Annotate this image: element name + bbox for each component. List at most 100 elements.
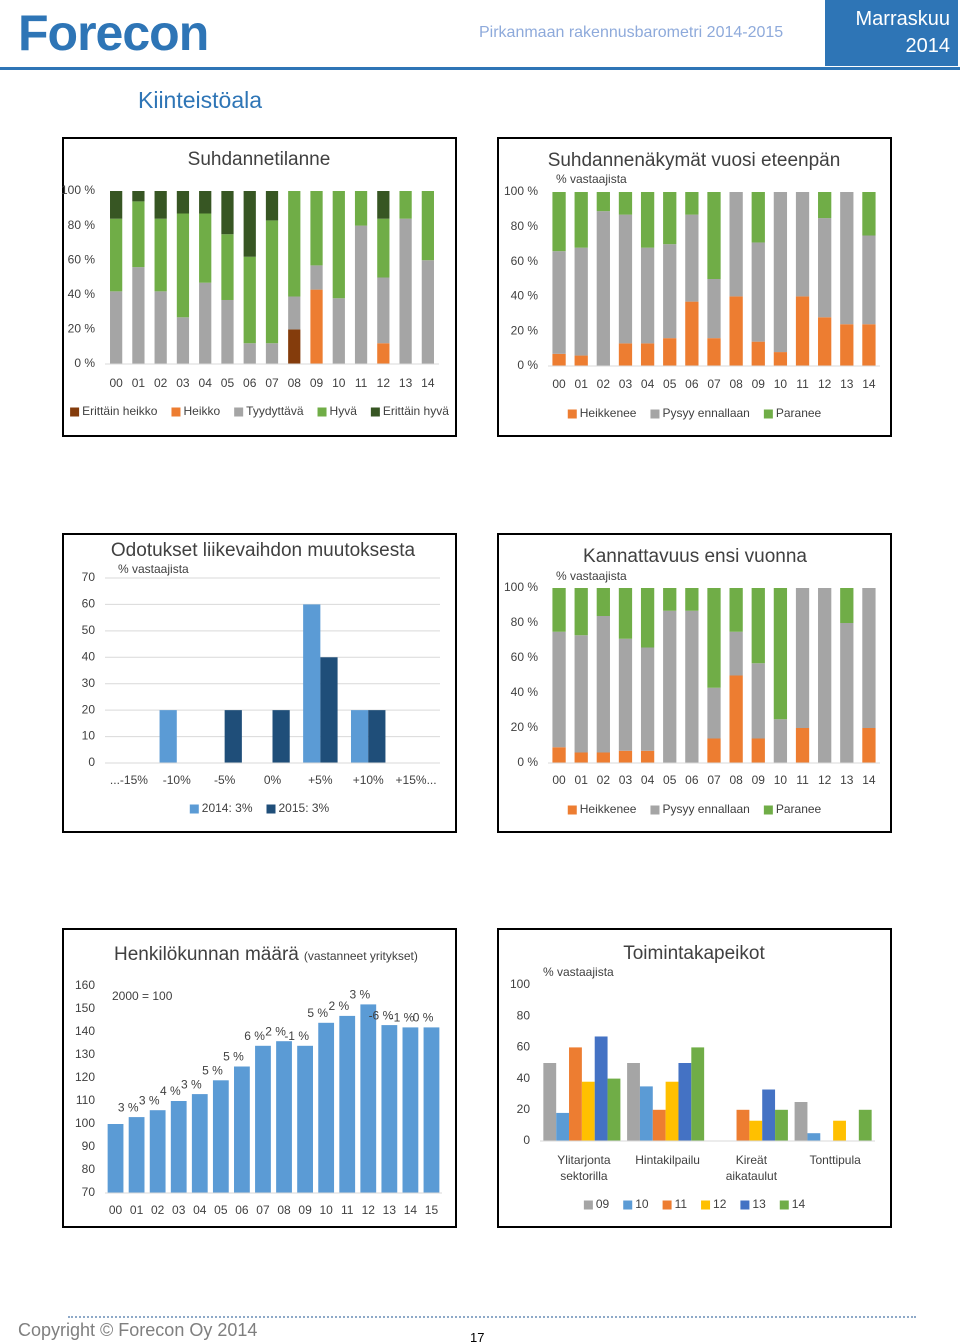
bar-segment: [132, 191, 145, 202]
x-tick-label: 11: [796, 773, 809, 787]
bar-segment: [176, 213, 190, 318]
bar-segment: [596, 192, 610, 212]
bar: [652, 1109, 666, 1141]
bar: [594, 1036, 608, 1141]
change-label: 5 %: [202, 1063, 223, 1077]
bar: [543, 1063, 557, 1141]
bar-segment: [707, 338, 721, 366]
x-tick-label: 07: [707, 377, 721, 391]
bar-segment: [729, 675, 743, 763]
chart-panel: Henkilökunnan määrä (vastanneet yritykset…: [62, 928, 457, 1228]
x-tick-label: 13: [840, 377, 854, 391]
bar-segment: [221, 191, 234, 235]
bar-segment: [154, 191, 167, 219]
bar-segment: [640, 247, 655, 344]
bar-segment: [310, 265, 323, 290]
legend-label: 14: [792, 1197, 806, 1211]
bar: [736, 1109, 750, 1141]
x-tick-label: 0%: [264, 773, 282, 787]
bar: [303, 604, 321, 763]
chart-panel: Toimintakapeikot % vastaajista 0 20 40 60 80 10…: [497, 928, 892, 1228]
x-tick-label: 00: [552, 377, 566, 391]
bar: [665, 1081, 679, 1141]
legend-swatch: [763, 805, 773, 815]
legend-swatch: [650, 805, 660, 815]
bar-segment: [377, 277, 390, 344]
bar-segment: [310, 191, 323, 266]
x-tick-label: 07: [707, 773, 721, 787]
copyright: Copyright © Forecon Oy 2014: [18, 1320, 258, 1340]
change-label: 3 %: [139, 1093, 160, 1107]
x-tick-label: Hintakilpailu: [635, 1153, 700, 1167]
chart-title: Toimintakapeikot: [623, 943, 765, 964]
chart: Henkilökunnan määrä (vastanneet yritykset…: [75, 944, 442, 1217]
bar-segment: [862, 588, 876, 728]
x-tick-label: 02: [151, 1203, 165, 1217]
y-tick-label: 80 %: [511, 219, 539, 233]
bar: [191, 1094, 208, 1193]
bar-segment: [729, 588, 743, 632]
bar-segment: [751, 242, 765, 342]
y-tick-label: 20 %: [511, 720, 539, 734]
y-tick-label: 120: [75, 1070, 95, 1084]
bar: [224, 710, 242, 763]
bar-segment: [840, 192, 854, 325]
legend-swatch: [70, 407, 80, 417]
y-tick-label: 100 %: [61, 183, 95, 197]
chart-subtitle: % vastaajista: [556, 172, 627, 186]
bar-segment: [354, 191, 368, 226]
bar-segment: [199, 191, 212, 214]
legend-label: Heikko: [183, 404, 220, 418]
y-tick-label: 40: [82, 649, 96, 663]
bar-segment: [132, 267, 145, 364]
bar-segment: [729, 296, 743, 366]
legend-swatch: [650, 409, 660, 419]
bar: [255, 1045, 271, 1193]
chart-title: Odotukset liikevaihdon muutoksesta: [111, 540, 416, 561]
y-tick-label: 80: [82, 1162, 96, 1176]
bar-segment: [176, 317, 190, 364]
y-tick-label: 160: [75, 978, 95, 992]
chart-title: Suhdannetilanne: [188, 149, 331, 170]
x-tick-label: 04: [641, 377, 655, 391]
bar-segment: [862, 728, 876, 763]
bar: [159, 710, 177, 763]
change-label: -1 %: [284, 1029, 309, 1043]
x-tick-label: 14: [421, 376, 435, 390]
x-tick-label: 09: [752, 773, 766, 787]
legend-label: Erittäin hyvä: [383, 404, 449, 418]
date-year: 2014: [905, 35, 951, 57]
bar: [212, 1080, 229, 1193]
bar-segment: [818, 588, 832, 763]
bar-segment: [663, 338, 677, 366]
bar: [607, 1078, 621, 1141]
date-box: Marraskuu 2014: [825, 0, 958, 66]
x-tick-label: 12: [818, 773, 832, 787]
bar-segment: [199, 282, 212, 364]
legend-swatch: [567, 805, 577, 815]
bar: [402, 1027, 419, 1193]
chart: Kannattavuus ensi vuonna % vastaajista 0 %…: [504, 546, 880, 816]
x-tick-label: 07: [256, 1203, 270, 1217]
bar-segment: [574, 635, 588, 753]
bar-segment: [110, 291, 123, 364]
bar-segment: [421, 260, 434, 364]
section-title: Kiinteistöala: [138, 87, 263, 113]
x-tick-label: 03: [619, 773, 633, 787]
bar-segment: [818, 192, 832, 219]
bar: [833, 1120, 846, 1141]
bar-segment: [377, 191, 390, 219]
x-tick-label: 01: [130, 1203, 144, 1217]
bar-segment: [685, 301, 699, 366]
bar-segment: [574, 752, 588, 763]
x-tick-label: 03: [172, 1203, 186, 1217]
report-title: Pirkanmaan rakennusbarometri 2014-2015: [479, 24, 784, 41]
legend-label: 10: [635, 1197, 649, 1211]
bar-segment: [707, 588, 721, 688]
legend-swatch: [662, 1200, 672, 1210]
x-tick-label: 05: [663, 773, 677, 787]
page-number: 17: [470, 1330, 485, 1343]
bar-segment: [332, 298, 345, 364]
